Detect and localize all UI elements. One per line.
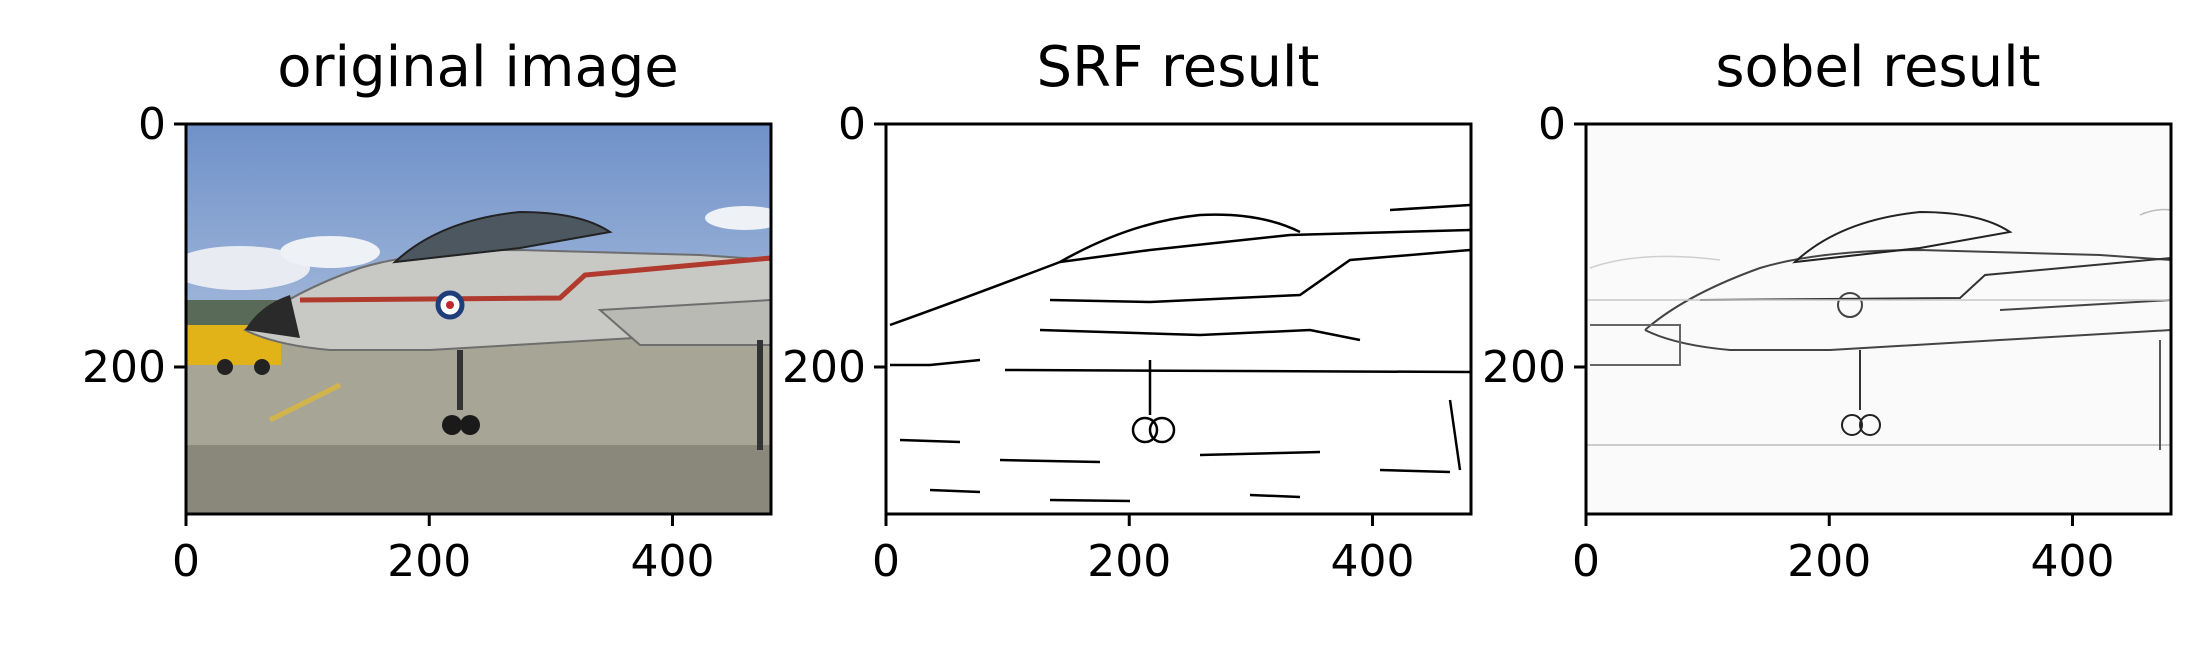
jet-nose [245,295,300,338]
x-tick-label: 200 [387,536,471,587]
sobel-image [1586,208,2171,450]
edge-stroke [1131,416,1159,444]
cloud [186,246,310,290]
y-tick-label: 0 [138,99,166,150]
x-tick-label: 200 [1087,536,1171,587]
y-tick-label: 0 [838,99,866,150]
edge-stroke [1589,255,1721,269]
y-axis: 0 200 [1482,99,1586,393]
y-tick-label: 200 [782,342,866,393]
original-image [186,124,771,514]
edge-stroke [1148,416,1176,444]
edge-stroke [1837,292,1863,318]
panel-title: original image [277,35,679,100]
edge-stroke [889,213,1301,327]
srf-image-bg [886,124,1471,514]
x-axis: 0 200 400 [1572,514,2114,587]
x-tick-label: 400 [2030,536,2114,587]
edge-stroke [1389,203,1471,212]
edge-stroke [1049,248,1471,304]
roundel-center [446,301,454,309]
edge-stroke [1792,210,2013,264]
edge-stroke [1841,414,1863,436]
jet-stripe [299,255,771,303]
tarmac-line [268,382,342,423]
x-axis: 0 200 400 [172,514,714,587]
shadow [186,445,771,514]
x-tick-label: 200 [1787,536,1871,587]
panel-srf: SRF result 0 200 400 0 200 [782,35,1473,587]
edge-stroke [1590,324,1681,366]
axes-frame [184,122,773,516]
edge-stroke [929,488,1301,503]
edge-stroke [1004,368,1471,374]
panel-title: SRF result [1037,35,1320,100]
vehicle-wheel [254,359,270,375]
edge-stroke [1039,328,1361,342]
edge-stroke [1448,399,1462,471]
y-tick-label: 200 [82,342,166,393]
x-tick-label: 400 [1330,536,1414,587]
axes-frame [884,122,1473,516]
edge-stroke [1644,248,2171,331]
jet-wing [597,298,771,346]
jet-canopy [392,210,613,264]
wheel [442,415,462,435]
y-tick-label: 200 [1482,342,1566,393]
edge-stroke [1059,228,1471,264]
edge-stroke [1999,299,2171,311]
sobel-image-bg [1586,124,2171,514]
edge-stroke [899,438,1451,474]
x-tick-label: 400 [630,536,714,587]
wheel [460,415,480,435]
srf-image [889,203,1471,503]
edge-stroke [2139,208,2171,216]
panel-sobel: sobel result 0 200 400 0 200 [1482,35,2173,587]
x-tick-label: 0 [872,536,900,587]
y-axis: 0 200 [782,99,886,393]
edge-stroke [1699,257,2171,301]
axes-frame [1584,122,2173,516]
panel-original: original image 0 200 400 0 200 [82,35,773,587]
x-axis: 0 200 400 [872,514,1414,587]
y-axis: 0 200 [82,99,186,393]
edge-stroke [1644,329,2171,351]
x-tick-label: 0 [172,536,200,587]
edge-stroke [890,358,981,367]
cloud [705,206,771,230]
y-tick-label: 0 [1538,99,1566,150]
cloud [280,236,380,268]
x-tick-label: 0 [1572,536,1600,587]
panel-title: sobel result [1715,35,2040,100]
edge-stroke [1859,414,1881,436]
vehicle-wheel [217,359,233,375]
